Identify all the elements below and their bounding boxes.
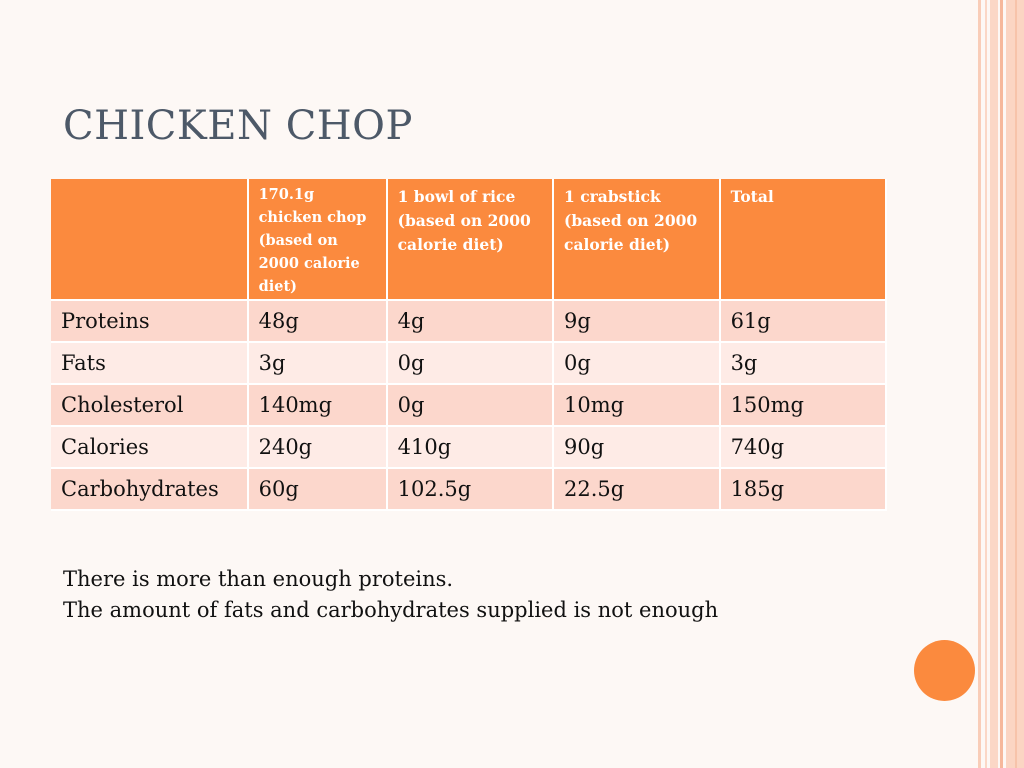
decorative-side-stripes: [978, 0, 1024, 768]
row-label: Proteins: [51, 301, 249, 343]
stripe: [978, 0, 981, 768]
note-line: The amount of fats and carbohydrates sup…: [63, 598, 719, 622]
table-header-cell: 1 bowl of rice (based on 2000 calorie di…: [387, 179, 555, 301]
table-cell: 48g: [248, 301, 388, 343]
note-line: There is more than enough proteins.: [63, 567, 454, 591]
table-header-cell: Total: [720, 179, 887, 301]
table-cell: 3g: [248, 343, 388, 385]
table-row: Carbohydrates 60g 102.5g 22.5g 185g: [51, 469, 887, 511]
table-cell: 4g: [387, 301, 555, 343]
stripe: [990, 0, 998, 768]
table-cell: 60g: [248, 469, 388, 511]
table-cell: 9g: [554, 301, 721, 343]
table-cell: 0g: [387, 343, 555, 385]
decorative-circle: [914, 640, 975, 701]
table-header-cell: 1 crabstick (based on 2000 calorie diet): [554, 179, 721, 301]
row-label: Cholesterol: [51, 385, 249, 427]
table-cell: 22.5g: [554, 469, 721, 511]
stripe: [985, 0, 987, 768]
table-header-cell: [51, 179, 249, 301]
table-row: Proteins 48g 4g 9g 61g: [51, 301, 887, 343]
table-header-cell: 170.1g chicken chop (based on 2000 calor…: [248, 179, 388, 301]
table-row: Calories 240g 410g 90g 740g: [51, 427, 887, 469]
table-cell: 185g: [720, 469, 887, 511]
row-label: Carbohydrates: [51, 469, 249, 511]
table-cell: 410g: [387, 427, 555, 469]
stripe: [1000, 0, 1003, 768]
table-header-row: 170.1g chicken chop (based on 2000 calor…: [51, 179, 887, 301]
table-cell: 240g: [248, 427, 388, 469]
table-cell: 0g: [387, 385, 555, 427]
table-row: Cholesterol 140mg 0g 10mg 150mg: [51, 385, 887, 427]
slide-title: CHICKEN CHOP: [63, 103, 413, 149]
table-cell: 102.5g: [387, 469, 555, 511]
row-label: Fats: [51, 343, 249, 385]
nutrition-table: 170.1g chicken chop (based on 2000 calor…: [51, 179, 887, 511]
table-cell: 150mg: [720, 385, 887, 427]
table-cell: 140mg: [248, 385, 388, 427]
table-cell: 3g: [720, 343, 887, 385]
row-label: Calories: [51, 427, 249, 469]
table-cell: 740g: [720, 427, 887, 469]
table-row: Fats 3g 0g 0g 3g: [51, 343, 887, 385]
table-cell: 0g: [554, 343, 721, 385]
stripe: [1015, 0, 1017, 768]
table-cell: 90g: [554, 427, 721, 469]
table-cell: 61g: [720, 301, 887, 343]
notes-text: There is more than enough proteins. The …: [63, 564, 718, 626]
table-cell: 10mg: [554, 385, 721, 427]
